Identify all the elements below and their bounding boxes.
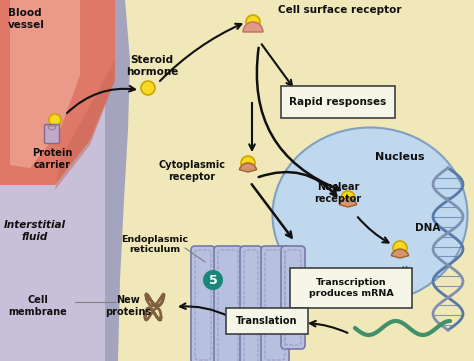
Circle shape — [241, 156, 255, 170]
FancyBboxPatch shape — [281, 86, 395, 118]
Text: Cytoplasmic
receptor: Cytoplasmic receptor — [158, 160, 226, 182]
FancyBboxPatch shape — [290, 268, 412, 308]
Bar — [0, 0, 105, 361]
Wedge shape — [239, 163, 257, 172]
Text: Cell
membrane: Cell membrane — [9, 295, 67, 317]
Polygon shape — [10, 0, 80, 168]
Wedge shape — [392, 249, 409, 258]
Circle shape — [393, 241, 407, 255]
FancyBboxPatch shape — [281, 246, 305, 349]
Text: Translation: Translation — [236, 316, 298, 326]
FancyBboxPatch shape — [261, 246, 289, 361]
Circle shape — [203, 270, 223, 290]
Wedge shape — [243, 22, 263, 32]
Text: Nuclear
receptor: Nuclear receptor — [314, 182, 362, 204]
Text: Protein
carrier: Protein carrier — [32, 148, 72, 170]
Text: Rapid responses: Rapid responses — [289, 97, 387, 107]
Text: Transcription
produces mRNA: Transcription produces mRNA — [309, 278, 393, 298]
Circle shape — [49, 114, 61, 126]
FancyBboxPatch shape — [191, 246, 215, 361]
Circle shape — [246, 15, 260, 29]
FancyBboxPatch shape — [214, 246, 242, 361]
Wedge shape — [339, 198, 357, 207]
Text: Endoplasmic
reticulum: Endoplasmic reticulum — [121, 235, 189, 255]
FancyBboxPatch shape — [45, 125, 60, 144]
Text: Steroid
hormone: Steroid hormone — [126, 55, 178, 77]
Circle shape — [141, 81, 155, 95]
Text: Blood
vessel: Blood vessel — [8, 8, 45, 30]
Polygon shape — [0, 0, 115, 185]
FancyBboxPatch shape — [226, 308, 308, 334]
Polygon shape — [105, 0, 130, 361]
Bar — [105, 0, 474, 361]
Text: Cell surface receptor: Cell surface receptor — [278, 5, 402, 15]
Ellipse shape — [273, 127, 467, 303]
Wedge shape — [48, 126, 56, 130]
Text: Nucleus: Nucleus — [375, 152, 425, 162]
Bar — [0, 0, 474, 30]
Polygon shape — [55, 60, 115, 190]
FancyBboxPatch shape — [240, 246, 262, 361]
Text: New
proteins: New proteins — [105, 295, 151, 317]
Text: 5: 5 — [209, 274, 218, 287]
Circle shape — [341, 191, 355, 205]
Text: Interstitial
fluid: Interstitial fluid — [4, 220, 66, 242]
Text: DNA: DNA — [415, 223, 440, 233]
